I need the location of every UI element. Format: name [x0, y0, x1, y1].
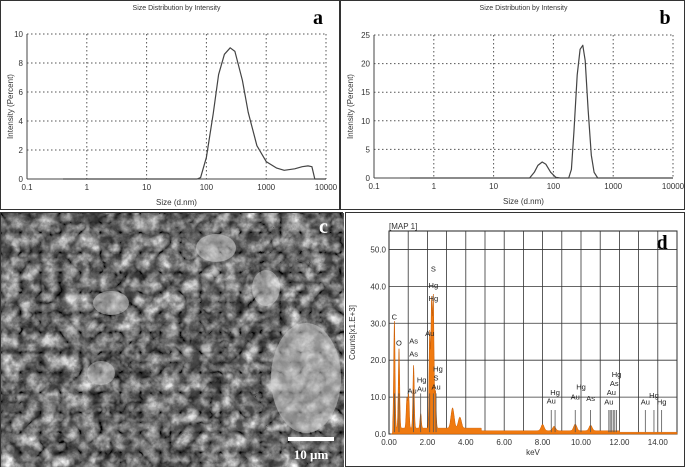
x-tick-label: 100 — [200, 183, 214, 192]
size-distribution-line — [63, 47, 326, 180]
element-label: O — [396, 338, 402, 347]
eds-spectrum — [390, 293, 678, 435]
x-tick-label: 8.00 — [535, 438, 551, 447]
y-axis-label: Intensity (Percent) — [6, 74, 15, 139]
panel-label: b — [659, 7, 670, 29]
y-tick-label: 2 — [19, 146, 24, 155]
element-label: Au — [547, 396, 556, 405]
x-axis-label: Size (d.nm) — [503, 197, 544, 206]
scale-bar-label: 10 µm — [294, 447, 329, 462]
element-label: Hg — [657, 397, 667, 406]
x-tick-label: 10.00 — [571, 438, 592, 447]
y-tick-label: 20 — [361, 60, 370, 69]
x-tick-label: 0.1 — [21, 183, 33, 192]
y-tick-label: 15 — [361, 88, 370, 97]
chart-title: Size Distribution by Intensity — [133, 5, 221, 12]
x-axis-label: Size (d.nm) — [156, 198, 197, 207]
y-tick-label: 5 — [366, 145, 371, 154]
element-label: Hg — [417, 375, 427, 384]
y-tick-label: 30.0 — [370, 319, 386, 328]
x-tick-label: 1 — [432, 182, 437, 191]
element-label: Au — [417, 385, 426, 394]
element-label: Hg — [550, 388, 560, 397]
element-label: Hg — [433, 364, 443, 373]
y-tick-label: 0.0 — [375, 430, 387, 439]
element-label: Au — [431, 383, 440, 392]
panel-a-dls-chart: Size Distribution by Intensity a 0.1 1 10 100… — [0, 0, 340, 210]
x-tick-label: 12.00 — [609, 438, 630, 447]
y-tick-label: 8 — [19, 59, 24, 68]
x-tick-label: 10000 — [662, 182, 685, 191]
dls-chart-b: Size Distribution by Intensity b0.1 1 10 100… — [346, 5, 685, 206]
x-tick-label: 100 — [547, 182, 561, 191]
element-label: C — [392, 313, 398, 322]
element-label: As — [586, 394, 595, 403]
element-label: Au — [607, 388, 616, 397]
panel-c-sem-image: c 10 µm — [0, 212, 344, 467]
element-label: As — [409, 337, 418, 346]
x-tick-label: 4.00 — [458, 438, 474, 447]
element-label: Hg — [429, 294, 439, 303]
panel-label-c: c — [319, 216, 328, 238]
element-label: Hg — [576, 383, 586, 392]
sem-micrograph: c 10 µm — [1, 213, 344, 467]
x-tick-label: 2.00 — [420, 438, 436, 447]
chart-title: Size Distribution by Intensity — [480, 5, 568, 12]
x-axis-label: keV — [526, 448, 540, 457]
scale-bar — [288, 437, 334, 441]
element-label: Au — [641, 397, 650, 406]
y-tick-label: 6 — [19, 88, 24, 97]
y-tick-label: 10.0 — [370, 393, 386, 402]
size-distribution-line — [410, 44, 673, 179]
element-label: Au — [604, 397, 613, 406]
y-tick-label: 50.0 — [370, 245, 386, 254]
panel-label: d — [656, 232, 667, 254]
x-tick-label: 1000 — [257, 183, 275, 192]
x-tick-label: 1 — [85, 183, 90, 192]
y-tick-label: 0 — [19, 175, 24, 184]
chart-title: [MAP 1] — [389, 222, 417, 231]
x-tick-label: 1000 — [604, 182, 622, 191]
y-tick-label: 0 — [366, 174, 371, 183]
element-label: Hg — [649, 391, 659, 400]
x-tick-label: 0.00 — [381, 438, 397, 447]
y-tick-label: 10 — [361, 117, 370, 126]
element-label: Au — [407, 386, 416, 395]
plot-frame — [388, 230, 678, 435]
y-tick-label: 20.0 — [370, 356, 386, 365]
x-tick-label: 0.1 — [368, 182, 380, 191]
element-label: Hg — [612, 370, 622, 379]
panel-b-dls-chart: Size Distribution by Intensity b 0.1 1 10 100… — [340, 0, 685, 210]
x-tick-label: 10 — [489, 182, 498, 191]
element-label: S — [431, 265, 436, 274]
x-tick-label: 6.00 — [496, 438, 512, 447]
x-tick-label: 14.00 — [648, 438, 669, 447]
y-tick-label: 25 — [361, 31, 370, 40]
y-tick-label: 40.0 — [370, 282, 386, 291]
element-label: Au — [425, 329, 434, 338]
y-tick-label: 10 — [14, 30, 23, 39]
x-tick-label: 10 — [142, 183, 151, 192]
element-label: S — [434, 373, 439, 382]
element-label: As — [409, 349, 418, 358]
element-label: Hg — [429, 281, 439, 290]
eds-chart: [MAP 1] d 0.00 2.00 4.00 6.00 8.00 10.00 12.00 14… — [348, 222, 678, 457]
element-label: Au — [571, 393, 580, 402]
panel-label: a — [313, 7, 323, 29]
panel-d-eds-spectrum: [MAP 1] d 0.00 2.00 4.00 6.00 8.00 10.00 12.00 14… — [345, 212, 685, 467]
dls-chart-a: Size Distribution by Intensity a0.1 1 10 100… — [6, 5, 338, 207]
y-tick-label: 4 — [19, 117, 24, 126]
x-tick-label: 10000 — [315, 183, 338, 192]
y-axis-label: Intensity (Percent) — [346, 74, 355, 139]
element-label: As — [610, 379, 619, 388]
y-axis-label: Counts[x1.E+3] — [348, 305, 357, 360]
